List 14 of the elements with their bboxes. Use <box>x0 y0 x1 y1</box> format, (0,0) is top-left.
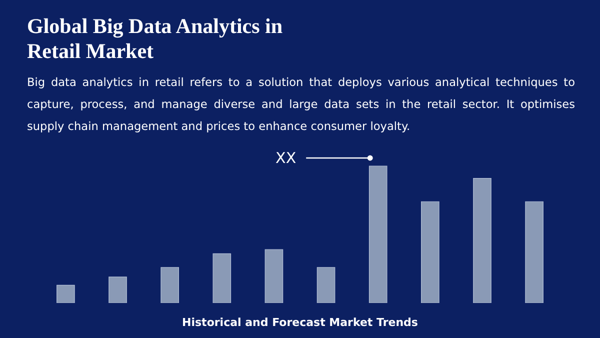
bar <box>264 249 284 303</box>
bar <box>160 267 179 303</box>
bar <box>108 276 127 303</box>
bar <box>212 253 232 303</box>
chart-title: Global Big Data Analytics in Retail Market <box>27 14 284 64</box>
bar <box>525 201 544 303</box>
bar <box>368 166 388 303</box>
chart-subtitle: Big data analytics in retail refers to a solution that deploys various analytical techniques to capture, process, and manage diverse and large data sets in the retail sector. It optimises supply chain management and prices to enhance consumer loyalty. <box>27 75 575 135</box>
bar <box>56 284 75 303</box>
bar <box>473 178 492 303</box>
bar <box>421 201 440 303</box>
x-axis-title: Historical and Forecast Market Trends <box>181 316 419 329</box>
bar <box>316 267 336 303</box>
annotation: XX <box>276 149 296 167</box>
